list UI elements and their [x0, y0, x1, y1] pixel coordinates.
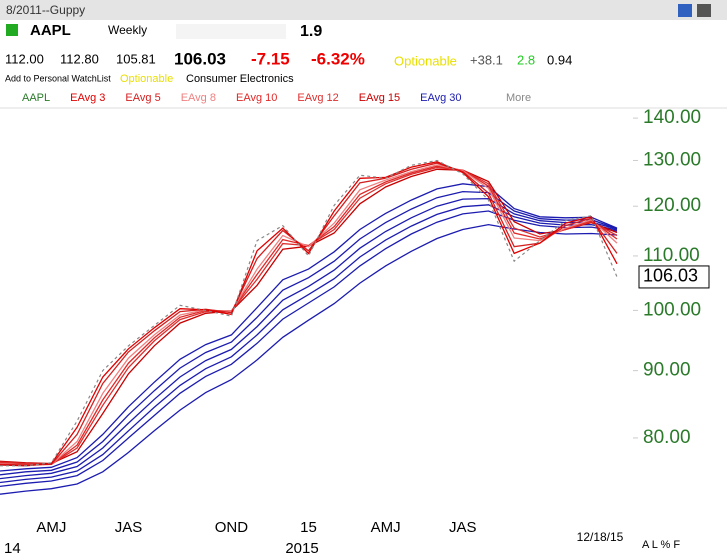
open: 112.00	[5, 51, 44, 66]
stat3: 0.94	[547, 52, 572, 67]
y-tick-label: 80.00	[643, 427, 691, 448]
y-tick-label: 100.00	[643, 299, 701, 320]
watchlist-link[interactable]: Add to Personal WatchList	[5, 73, 111, 83]
series-line	[0, 159, 618, 467]
series-line	[0, 164, 618, 466]
series-line	[0, 210, 618, 488]
optionable-tag: Optionable	[120, 73, 173, 85]
series-line	[0, 190, 618, 476]
series-line	[0, 165, 618, 465]
x-tick-label: AMJ	[371, 519, 401, 536]
change-pct: -6.32%	[311, 49, 365, 68]
x-tick-label: JAS	[449, 519, 477, 536]
t-button[interactable]	[697, 4, 711, 17]
symbol[interactable]: AAPL	[30, 22, 71, 39]
x-tick-label: 15	[300, 519, 317, 536]
date-label: 12/18/15	[577, 530, 624, 544]
legend-entry: EAvg 5	[125, 92, 160, 104]
last-value-label: 106.03	[643, 266, 698, 286]
y-tick-label: 90.00	[643, 360, 691, 381]
x-tick-label: AMJ	[36, 519, 66, 536]
legend-entry: EAvg 3	[70, 92, 105, 104]
x-tick-label: JAS	[115, 519, 143, 536]
add-icon[interactable]	[6, 24, 18, 36]
title-bar	[0, 0, 727, 20]
y-tick-label: 110.00	[643, 245, 700, 266]
series-line	[0, 204, 618, 484]
score: 1.9	[300, 23, 322, 40]
high: 112.80	[60, 51, 99, 66]
series-line	[0, 197, 618, 480]
x-tick-label: OND	[215, 519, 249, 536]
legend-entry: EAvg 12	[297, 92, 338, 104]
y-tick-label: 140.00	[643, 107, 701, 128]
layout-name[interactable]: 8/2011--Guppy	[6, 3, 85, 17]
series-line	[0, 223, 618, 495]
stat2: 2.8	[517, 52, 535, 67]
legend-entry: EAvg 10	[236, 92, 277, 104]
legend-more[interactable]: More	[506, 92, 531, 104]
legend-entry: EAvg 15	[359, 92, 400, 104]
optionable: Optionable	[394, 53, 457, 68]
year-label: 2015	[285, 540, 318, 557]
scale-buttons[interactable]: A L % F	[642, 539, 680, 551]
s-button[interactable]	[678, 4, 692, 17]
last: 106.03	[174, 49, 226, 68]
legend-entry: EAvg 30	[420, 92, 461, 104]
series-line	[0, 183, 618, 472]
toolbar-icons[interactable]	[176, 24, 286, 39]
legend-entry: AAPL	[22, 92, 50, 104]
period[interactable]: Weekly	[108, 23, 147, 37]
y-tick-label: 130.00	[643, 149, 701, 170]
series-line	[0, 162, 618, 466]
last-value-box	[638, 265, 710, 289]
low: 105.81	[116, 51, 156, 66]
y-tick-label: 120.00	[643, 195, 701, 216]
change: -7.15	[251, 49, 290, 68]
industry: Consumer Electronics	[186, 73, 294, 85]
stat1: +38.1	[470, 52, 503, 67]
year-label: 14	[4, 540, 21, 557]
legend-entry: EAvg 8	[181, 92, 216, 104]
series-line	[0, 161, 618, 467]
